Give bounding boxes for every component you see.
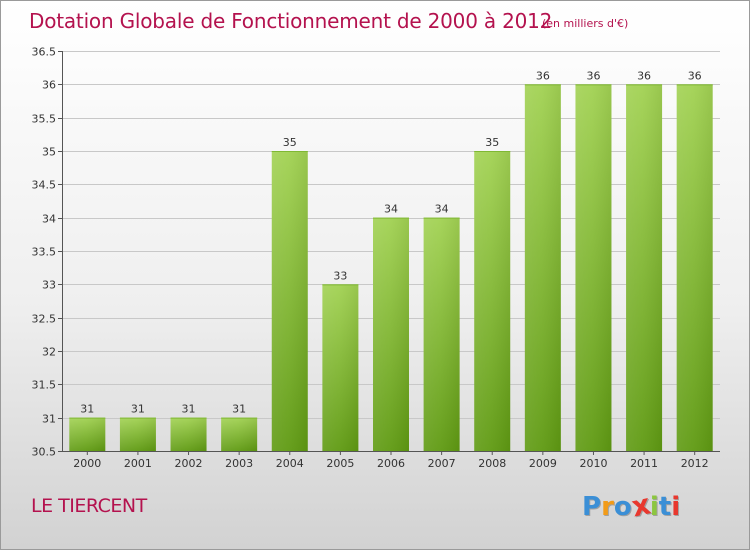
y-tick-label: 36.5 xyxy=(32,46,57,59)
bar-shine xyxy=(119,417,156,451)
x-tick-label: 2007 xyxy=(428,457,456,470)
x-tick-label: 2003 xyxy=(225,457,253,470)
data-label: 33 xyxy=(333,269,347,282)
y-tick-label: 32.5 xyxy=(32,313,57,326)
y-tick-label: 31.5 xyxy=(32,379,57,392)
bar-shine xyxy=(69,417,106,451)
logo-letter: t xyxy=(658,492,672,522)
data-label: 31 xyxy=(182,403,196,416)
data-label: 31 xyxy=(80,403,94,416)
bar-shine xyxy=(423,217,460,451)
data-label: 36 xyxy=(586,69,600,82)
bar-shine xyxy=(170,417,207,451)
chart-title: Dotation Globale de Fonctionnement de 20… xyxy=(29,9,553,33)
y-tick-label: 31 xyxy=(42,413,56,426)
data-label: 35 xyxy=(283,136,297,149)
x-tick-label: 2004 xyxy=(276,457,304,470)
y-tick-label: 36 xyxy=(42,79,56,92)
logo-letter: i xyxy=(649,492,659,522)
data-label: 35 xyxy=(485,136,499,149)
x-tick-label: 2000 xyxy=(73,457,101,470)
x-tick-label: 2008 xyxy=(478,457,506,470)
logo-letter: r xyxy=(601,492,614,522)
bar-shine xyxy=(221,417,258,451)
y-tick-label: 33 xyxy=(42,279,56,292)
chart-subtitle: (en milliers d'€) xyxy=(542,17,629,30)
x-tick-label: 2010 xyxy=(579,457,607,470)
y-tick-label: 33.5 xyxy=(32,246,57,259)
commune-name: LE TIERCENT xyxy=(31,495,147,517)
bar-shine xyxy=(322,284,359,451)
x-tick-label: 2005 xyxy=(326,457,354,470)
x-tick-label: 2006 xyxy=(377,457,405,470)
bar-shine xyxy=(474,151,511,451)
data-label: 36 xyxy=(536,69,550,82)
logo-letter: i xyxy=(671,492,681,522)
x-tick-label: 2009 xyxy=(529,457,557,470)
y-tick-label: 34 xyxy=(42,213,56,226)
bar-shine xyxy=(676,84,713,451)
x-tick-label: 2012 xyxy=(681,457,709,470)
bar-shine xyxy=(271,151,308,451)
bar-shine xyxy=(575,84,612,451)
data-label: 34 xyxy=(384,203,398,216)
data-label: 36 xyxy=(688,69,702,82)
x-tick-label: 2002 xyxy=(175,457,203,470)
data-label: 34 xyxy=(435,203,449,216)
y-tick-label: 35 xyxy=(42,146,56,159)
logo-letter: o xyxy=(613,492,632,522)
bar-shine xyxy=(626,84,663,451)
data-label: 31 xyxy=(131,403,145,416)
x-tick-label: 2001 xyxy=(124,457,152,470)
x-tick-label: 2011 xyxy=(630,457,658,470)
y-tick-label: 35.5 xyxy=(32,113,57,126)
logo-letter: P xyxy=(582,492,602,522)
y-tick-label: 30.5 xyxy=(32,446,57,459)
data-label: 36 xyxy=(637,69,651,82)
proxiti-logo[interactable]: Proxiti xyxy=(582,487,681,523)
data-label: 31 xyxy=(232,403,246,416)
bar-shine xyxy=(373,217,409,451)
bar-shine xyxy=(524,84,561,451)
y-tick-label: 34.5 xyxy=(32,179,57,192)
y-tick-label: 32 xyxy=(42,346,56,359)
